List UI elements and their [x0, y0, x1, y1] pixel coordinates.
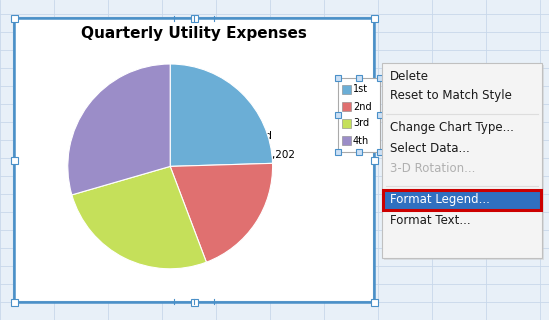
Bar — [342, 85, 351, 94]
Text: 4th: 4th — [125, 95, 142, 105]
Bar — [342, 119, 351, 128]
Text: $25,564: $25,564 — [175, 181, 217, 192]
Wedge shape — [68, 64, 170, 195]
Bar — [377, 149, 383, 155]
Bar — [10, 156, 18, 164]
Text: 3rd: 3rd — [353, 118, 369, 129]
Text: $19,202: $19,202 — [252, 149, 295, 160]
Bar — [371, 14, 378, 21]
Bar — [191, 299, 198, 306]
Bar — [335, 149, 341, 155]
Text: Delete: Delete — [390, 69, 429, 83]
Bar — [371, 156, 378, 164]
Wedge shape — [170, 64, 272, 166]
FancyBboxPatch shape — [382, 63, 542, 258]
Bar — [342, 102, 351, 111]
Text: Format Text...: Format Text... — [390, 213, 470, 227]
Text: Format Legend...: Format Legend... — [390, 194, 490, 206]
Wedge shape — [170, 163, 273, 262]
Text: 4th: 4th — [353, 135, 369, 146]
Bar — [356, 149, 362, 155]
Bar — [10, 14, 18, 21]
Bar — [338, 78, 380, 152]
Bar — [335, 75, 341, 81]
Bar — [14, 18, 374, 302]
Bar — [377, 112, 383, 118]
Bar — [383, 190, 541, 210]
Bar — [335, 112, 341, 118]
Text: $28,704: $28,704 — [99, 114, 142, 124]
Bar — [342, 136, 351, 145]
Bar — [371, 299, 378, 306]
Bar — [14, 18, 374, 302]
Bar — [377, 75, 383, 81]
Text: 2nd: 2nd — [353, 101, 372, 111]
Text: 2nd: 2nd — [252, 131, 272, 140]
Text: Change Chart Type...: Change Chart Type... — [390, 122, 514, 134]
Text: Quarterly Utility Expenses: Quarterly Utility Expenses — [81, 26, 307, 41]
Wedge shape — [72, 166, 206, 269]
Bar — [356, 75, 362, 81]
FancyBboxPatch shape — [384, 65, 544, 260]
Text: Reset to Match Style: Reset to Match Style — [390, 90, 512, 102]
Text: $23,871: $23,871 — [198, 92, 242, 102]
Bar — [10, 299, 18, 306]
Text: Select Data...: Select Data... — [390, 141, 470, 155]
Text: 3rd: 3rd — [175, 163, 192, 172]
Text: 1st: 1st — [198, 73, 215, 83]
Bar — [191, 14, 198, 21]
Text: 1st: 1st — [353, 84, 368, 94]
Text: 3-D Rotation...: 3-D Rotation... — [390, 162, 475, 174]
